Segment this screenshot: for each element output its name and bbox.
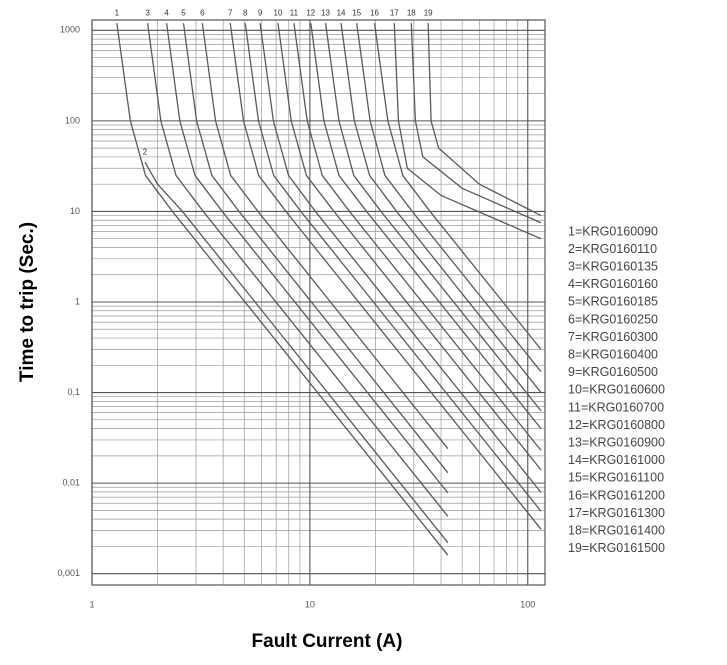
legend-entry: 18=KRG0161400 [568,523,665,537]
curve-tag: 19 [424,8,433,17]
curve [356,23,542,373]
curve-tag: 4 [164,8,169,17]
y-tick-label: 0,001 [57,568,80,578]
plot-frame [91,19,546,586]
curve [324,23,542,412]
y-tick-label: 0,1 [67,387,80,397]
legend-entry: 10=KRG0160600 [568,383,665,397]
x-tick-label: 10 [305,599,315,609]
x-axis-title: Fault Current (A) [252,631,403,652]
curve [427,23,542,217]
curves [116,23,542,556]
legend-entry: 6=KRG0160250 [568,312,658,326]
curve-tag: 2 [143,147,148,156]
y-tick-label: 100 [65,115,80,125]
curve-tag: 17 [390,8,399,17]
curve [393,23,542,240]
legend-entry: 17=KRG0161300 [568,506,665,520]
curve [146,23,449,517]
curve [259,23,542,493]
curve [116,23,449,556]
curve-tag: 18 [407,8,416,17]
grid [91,19,546,586]
curve-tag: 11 [290,8,299,17]
curve-tag: 16 [370,8,379,17]
curve-tag: 3 [145,8,150,17]
curve [277,23,542,471]
y-tick-label: 1000 [60,25,80,35]
curve [165,23,449,494]
curve [340,23,542,393]
curve [201,23,449,450]
curve [310,23,542,430]
curve-tag: 8 [243,8,248,17]
curve-tag: 13 [321,8,330,17]
y-tick-label: 1 [75,296,80,306]
curve-tag: 6 [200,8,205,17]
curve [144,161,449,544]
legend-entry: 5=KRG0160185 [568,295,658,309]
curve-tag: 15 [352,8,361,17]
y-tick-label: 0,01 [62,477,80,487]
legend-entry: 15=KRG0161100 [568,471,664,485]
curve-tag: 7 [228,8,233,17]
legend-entry: 16=KRG0161200 [568,488,665,502]
curve [410,23,542,224]
curve-tag: 10 [274,8,283,17]
curve [182,23,449,474]
y-axis-title: Time to trip (Sec.) [17,222,38,382]
legend-entry: 9=KRG0160500 [568,365,658,379]
legend-entry: 1=KRG0160090 [568,224,658,238]
legend-entry: 8=KRG0160400 [568,347,658,361]
y-tick-label: 10 [70,206,80,216]
curve [244,23,542,512]
curve-tag: 14 [337,8,346,17]
legend-entry: 14=KRG0161000 [568,453,665,467]
x-tick-label: 1 [89,599,94,609]
legend-entry: 7=KRG0160300 [568,330,658,344]
curve [373,23,542,350]
curve-tag: 1 [115,8,120,17]
legend-entry: 11=KRG0160700 [568,400,664,414]
x-tick-label: 100 [520,599,535,609]
curve [229,23,542,530]
legend-entry: 3=KRG0160135 [568,259,658,273]
legend-entry: 13=KRG0160900 [568,435,665,449]
curve-tag: 12 [306,8,315,17]
legend-entry: 2=KRG0160110 [568,242,657,256]
curve-tag: 9 [258,8,263,17]
curve-tag: 5 [181,8,186,17]
legend-entry: 4=KRG0160160 [568,277,658,291]
legend-entry: 19=KRG0161500 [568,541,665,555]
legend-entry: 12=KRG0160800 [568,418,665,432]
curve [293,23,542,451]
